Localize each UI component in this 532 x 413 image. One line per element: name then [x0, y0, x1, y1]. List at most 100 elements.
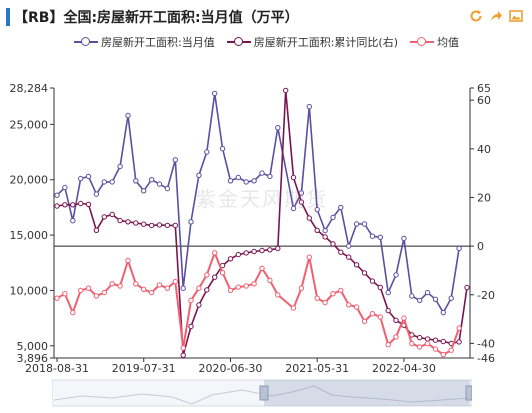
series-point-1 — [275, 245, 281, 252]
series-point-0 — [125, 112, 131, 119]
series-point-1 — [338, 249, 344, 255]
series-point-1 — [393, 317, 399, 323]
title-bar: 【RB】全国:房屋新开工面积:当月值（万平） — [0, 4, 532, 32]
series-point-1 — [172, 222, 179, 229]
series-point-0 — [101, 179, 108, 185]
series-point-2 — [227, 287, 234, 294]
x-tick-label: 2019-07-31 — [112, 362, 176, 375]
series-point-1 — [141, 221, 147, 227]
series-point-1 — [117, 217, 123, 224]
zoom-handle-right — [465, 385, 472, 401]
series-point-0 — [393, 272, 399, 278]
series-point-2 — [369, 311, 376, 317]
series-point-1 — [251, 248, 257, 255]
y-right-tick-label: -20 — [477, 289, 495, 302]
legend-item-yoy[interactable]: 房屋新开工面积:累计同比(右) — [226, 34, 399, 50]
save-image-icon[interactable] — [508, 8, 524, 24]
series-point-0 — [117, 163, 123, 170]
series-point-0 — [432, 296, 439, 302]
data-zoom-slider[interactable] — [52, 378, 472, 408]
series-point-1 — [283, 87, 289, 94]
series-point-1 — [385, 307, 391, 314]
series-point-0 — [164, 185, 171, 192]
y-left-tick-label: 20,000 — [10, 174, 49, 187]
legend-label-mean: 均值 — [437, 36, 460, 49]
y-left-tick-label: 25,000 — [10, 118, 49, 131]
series-point-0 — [219, 146, 226, 152]
series-point-1 — [70, 202, 76, 208]
legend-item-mean[interactable]: 均值 — [410, 34, 459, 50]
series-point-2 — [306, 254, 312, 260]
series-point-2 — [361, 318, 368, 325]
series-point-0 — [196, 172, 202, 179]
legend-label-yoy: 房屋新开工面积:累计同比(右) — [253, 36, 399, 49]
series-point-0 — [172, 157, 179, 163]
series-point-1 — [235, 251, 242, 258]
series-point-1 — [417, 334, 423, 341]
y-left-tick-label: 3,896 — [17, 352, 49, 365]
series-point-1 — [267, 247, 273, 253]
series-point-1 — [306, 215, 312, 221]
x-tick-label: 2021-05-31 — [285, 362, 349, 375]
series-point-1 — [156, 222, 163, 228]
y-right-tick-label: 40 — [477, 143, 491, 156]
y-right-tick-label: -40 — [477, 337, 495, 350]
series-point-0 — [156, 181, 163, 187]
legend: 房屋新开工面积:当月值 房屋新开工面积:累计同比(右) 均值 — [74, 34, 459, 50]
series-point-0 — [369, 233, 376, 239]
series-point-1 — [322, 234, 328, 240]
series-point-2 — [180, 345, 186, 351]
series-point-1 — [290, 174, 297, 181]
series-point-1 — [93, 227, 100, 234]
series-point-1 — [448, 340, 454, 347]
series-point-1 — [180, 352, 186, 358]
series-point-1 — [369, 278, 376, 284]
x-tick-label: 2020-06-30 — [198, 362, 262, 375]
series-point-2 — [275, 292, 281, 298]
series-point-2 — [212, 250, 218, 256]
series-point-1 — [54, 203, 60, 209]
y-left-tick-label: 15,000 — [10, 229, 49, 242]
series-point-1 — [204, 287, 210, 293]
series-point-1 — [464, 284, 470, 291]
series-point-2 — [377, 314, 383, 320]
series-point-2 — [322, 299, 328, 306]
series-point-1 — [101, 214, 108, 220]
series-point-0 — [133, 178, 139, 184]
series-point-0 — [70, 218, 76, 224]
series-point-2 — [456, 325, 462, 331]
series-point-0 — [417, 297, 423, 304]
series-point-0 — [306, 103, 312, 110]
series-point-1 — [424, 336, 431, 342]
series-point-2 — [188, 297, 194, 304]
series-point-2 — [267, 277, 273, 284]
share-icon[interactable] — [488, 8, 504, 24]
series-point-2 — [243, 283, 249, 289]
refresh-icon[interactable] — [468, 8, 484, 24]
series-point-1 — [346, 254, 352, 260]
series-point-2 — [409, 340, 415, 347]
series-point-0 — [54, 192, 60, 198]
series-point-1 — [361, 270, 368, 276]
legend-item-monthly[interactable]: 房屋新开工面积:当月值 — [74, 34, 215, 50]
series-point-2 — [417, 344, 423, 350]
series-point-2 — [133, 281, 139, 287]
series-point-1 — [109, 211, 115, 218]
series-point-1 — [353, 262, 360, 268]
series-point-0 — [361, 221, 368, 227]
series-point-2 — [440, 351, 446, 358]
series-point-2 — [251, 281, 257, 287]
y-left-tick-label: 5,000 — [17, 340, 49, 353]
y-right-tick-label: -46 — [477, 352, 495, 365]
series-line-1 — [56, 89, 468, 357]
title-accent-bar — [6, 8, 10, 26]
series-point-2 — [141, 286, 147, 292]
zoom-handle-left — [259, 385, 269, 401]
series-point-0 — [346, 243, 352, 249]
series-point-1 — [456, 339, 462, 345]
series-point-2 — [432, 346, 439, 352]
series-point-1 — [440, 338, 446, 345]
series-point-2 — [62, 291, 68, 297]
series-point-2 — [314, 295, 320, 301]
series-point-2 — [101, 289, 108, 296]
